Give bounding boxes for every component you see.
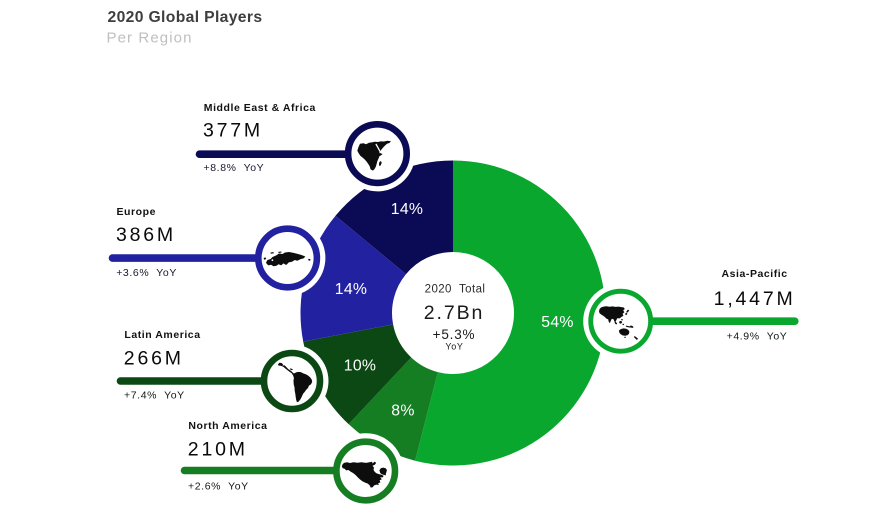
svg-text:8%: 8% xyxy=(391,403,414,420)
svg-text:+5.3%: +5.3% xyxy=(433,327,476,342)
svg-text:+7.4% YoY: +7.4% YoY xyxy=(124,390,185,402)
svg-text:Latin America: Latin America xyxy=(124,329,200,341)
svg-text:North America: North America xyxy=(188,420,267,432)
svg-text:266M: 266M xyxy=(124,347,184,369)
svg-text:2.7Bn: 2.7Bn xyxy=(424,302,484,324)
svg-text:+4.9% YoY: +4.9% YoY xyxy=(727,330,788,342)
svg-text:377M: 377M xyxy=(203,120,263,142)
svg-text:2020 Total: 2020 Total xyxy=(425,283,486,295)
svg-text:+8.8% YoY: +8.8% YoY xyxy=(204,162,265,174)
svg-text:210M: 210M xyxy=(188,439,248,461)
svg-text:+3.6% YoY: +3.6% YoY xyxy=(116,267,177,279)
svg-text:Europe: Europe xyxy=(117,206,156,218)
svg-text:Per Region: Per Region xyxy=(107,30,193,47)
svg-text:386M: 386M xyxy=(116,224,176,246)
svg-text:Middle East & Africa: Middle East & Africa xyxy=(204,102,316,114)
svg-text:Asia-Pacific: Asia-Pacific xyxy=(722,268,788,280)
svg-text:YoY: YoY xyxy=(445,341,463,351)
svg-text:10%: 10% xyxy=(344,358,377,375)
svg-text:1,447M: 1,447M xyxy=(714,288,796,310)
svg-text:54%: 54% xyxy=(541,314,574,331)
svg-text:+2.6% YoY: +2.6% YoY xyxy=(188,481,249,493)
svg-text:14%: 14% xyxy=(391,201,424,218)
svg-text:2020 Global Players: 2020 Global Players xyxy=(108,9,263,26)
svg-text:14%: 14% xyxy=(335,281,368,298)
